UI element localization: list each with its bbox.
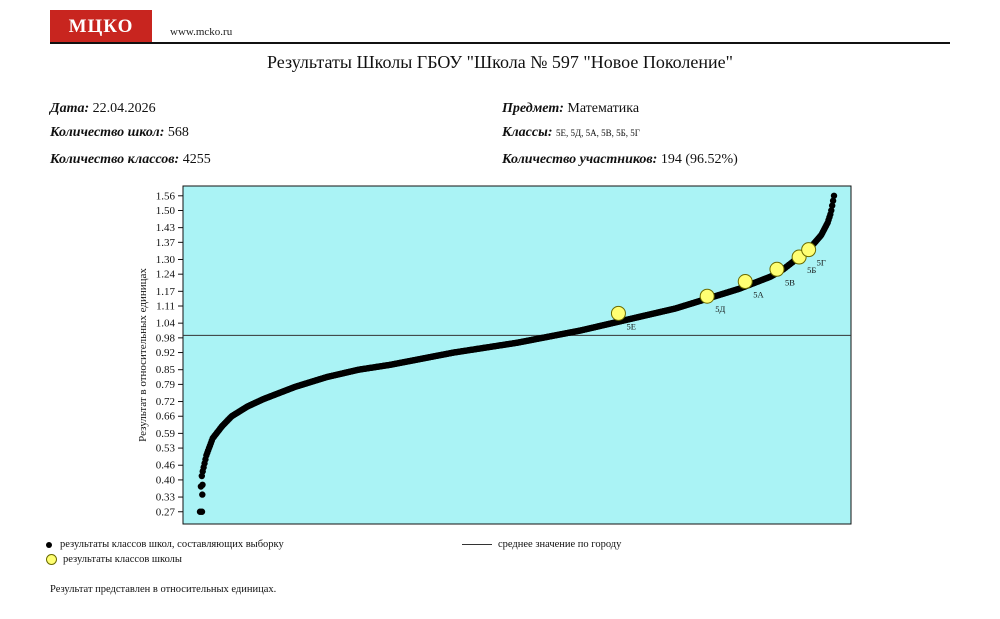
school-class-label: 5А — [753, 290, 764, 300]
legend-sample-marker — [46, 541, 52, 548]
legend-mean: среднее значение по городу — [462, 539, 621, 550]
y-tick-label: 0.79 — [156, 379, 176, 391]
y-tick-label: 1.17 — [156, 286, 176, 298]
legend-sample: результаты классов школ, составляющих вы… — [46, 539, 284, 550]
schools-value: 568 — [167, 125, 189, 140]
school-class-label: 5Г — [817, 258, 826, 268]
y-tick-label: 1.24 — [156, 269, 176, 281]
school-class-point — [610, 305, 626, 321]
meta-subject: Предмет: Математика — [502, 101, 639, 117]
y-tick-label: 1.50 — [156, 205, 176, 217]
school-class-point — [769, 261, 785, 277]
y-tick-label: 0.46 — [156, 460, 176, 472]
school-class-label: 5Е — [626, 321, 635, 331]
date-value: 22.04.2026 — [92, 101, 156, 116]
classes-count-label: Количество классов: — [50, 152, 180, 167]
legend-school: результаты классов школы — [46, 554, 182, 565]
y-axis-label: Результат в относительных единицах — [137, 268, 149, 442]
sample-point — [829, 197, 837, 204]
y-tick-label: 1.04 — [156, 318, 176, 330]
y-tick-label: 0.59 — [156, 428, 176, 440]
y-tick-label: 0.72 — [156, 396, 175, 408]
school-class-label: 5Д — [715, 304, 725, 314]
y-tick-label: 0.53 — [156, 443, 176, 455]
classes-value: 5Е, 5Д, 5А, 5В, 5Б, 5Г — [555, 128, 640, 138]
school-class-point — [801, 242, 817, 258]
schools-label: Количество школ: — [50, 125, 165, 140]
y-tick-label: 0.85 — [156, 364, 176, 376]
site-url[interactable]: www.mcko.ru — [170, 26, 233, 38]
classes-count-value: 4255 — [182, 152, 211, 167]
school-class-point — [699, 288, 715, 304]
y-tick-label: 0.40 — [156, 474, 176, 486]
participants-value: 194 (96.52%) — [660, 152, 738, 167]
sample-point — [828, 207, 835, 214]
meta-date: Дата: 22.04.2026 — [50, 101, 156, 117]
y-tick-label: 1.11 — [156, 301, 175, 313]
meta-classes: Классы: 5Е, 5Д, 5А, 5В, 5Б, 5Г — [502, 125, 640, 141]
header-rule — [50, 42, 950, 44]
y-tick-label: 0.33 — [156, 492, 176, 504]
legend-mean-marker — [462, 544, 492, 545]
y-tick-label: 0.98 — [156, 332, 176, 344]
footnote: Результат представлен в относительных ед… — [50, 584, 277, 595]
legend-sample-label: результаты классов школ, составляющих вы… — [60, 539, 284, 550]
y-tick-label: 1.43 — [156, 222, 176, 234]
y-tick-label: 0.66 — [156, 411, 176, 423]
school-class-label: 5Б — [807, 265, 816, 275]
meta-participants: Количество участников: 194 (96.52%) — [502, 152, 738, 168]
y-tick-label: 1.30 — [156, 254, 176, 266]
mcko-logo: МЦКО — [50, 10, 152, 44]
report-title: Результаты Школы ГБОУ "Школа № 597 "Ново… — [266, 52, 734, 72]
legend-school-marker — [46, 554, 57, 565]
meta-schools: Количество школ: 568 — [50, 125, 189, 141]
sample-point — [830, 192, 838, 199]
date-label: Дата: — [50, 101, 90, 116]
y-tick-label: 0.92 — [156, 347, 175, 359]
legend-mean-label: среднее значение по городу — [498, 539, 622, 550]
meta-classes-count: Количество классов: 4255 — [50, 152, 211, 168]
sample-point — [199, 491, 206, 498]
legend-school-label: результаты классов школы — [63, 554, 182, 565]
y-tick-label: 0.27 — [156, 506, 176, 518]
sample-point — [199, 481, 206, 489]
sample-point — [198, 508, 206, 515]
plot-area — [182, 185, 852, 525]
school-class-point — [737, 274, 753, 290]
school-class-label: 5В — [785, 277, 795, 287]
participants-label: Количество участников: — [502, 152, 658, 167]
y-tick-label: 1.56 — [156, 190, 176, 202]
subject-value: Математика — [567, 101, 640, 116]
y-tick-label: 1.37 — [156, 237, 176, 249]
classes-label: Классы: — [502, 125, 553, 140]
sample-point — [828, 202, 836, 209]
subject-label: Предмет: — [502, 101, 564, 116]
